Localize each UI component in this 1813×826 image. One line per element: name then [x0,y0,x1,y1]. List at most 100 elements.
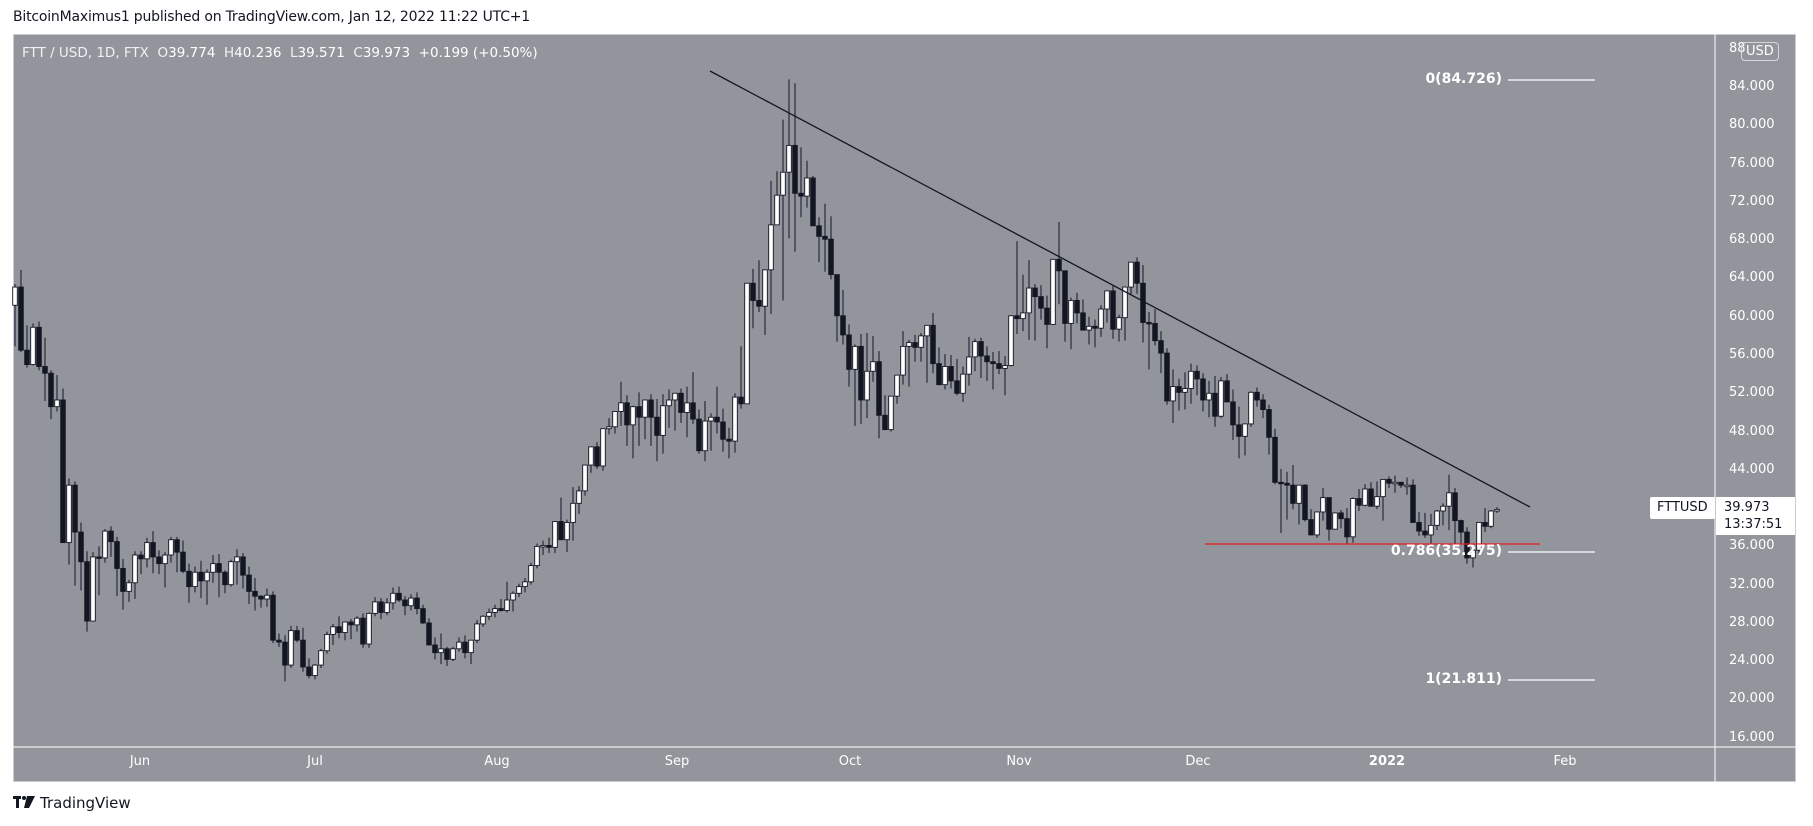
candle-up [30,326,36,366]
price-axis-tick: 32.000 [1729,576,1775,592]
price-axis-tick: 80.000 [1729,117,1775,133]
legend-high-value: 40.236 [234,45,282,61]
candle-down [444,648,450,660]
candle-up [318,650,324,666]
candle-up [780,171,786,196]
candle-up [1104,290,1110,310]
candle-down [1224,380,1230,403]
candle-up [90,556,96,622]
candle-up [468,639,474,654]
candle-down [720,421,726,440]
candle-down [654,416,660,436]
candle-up [204,571,210,582]
tradingview-logo[interactable]: TradingView [13,793,131,812]
candle-down [1356,498,1362,506]
candle-up [900,345,906,376]
candle-up [570,502,576,523]
candle-up [1050,258,1056,325]
candle-up [126,582,132,592]
candle-up [12,286,18,306]
candle-up [228,561,234,586]
candle-up [588,446,594,466]
currency-unit-badge[interactable]: USD [1741,42,1779,61]
candle-down [1416,522,1422,532]
candle-down [240,556,246,576]
candle-up [606,426,612,430]
candle-down [1194,370,1200,380]
candle-up [894,374,900,397]
candle-down [1410,484,1416,523]
candle-down [1152,322,1158,342]
price-axis-tick: 20.000 [1729,691,1775,707]
descending-trendline[interactable] [709,70,1531,508]
time-axis-tick: Feb [1553,754,1577,769]
candle-down [1236,424,1242,437]
candle-up [1128,261,1134,288]
candle-up [516,586,522,594]
bar-countdown: 13:37:51 [1724,517,1783,532]
candle-up [162,554,168,565]
time-axis-tick: Jun [129,754,151,769]
candle-down [60,399,66,544]
time-axis-tick: Dec [1185,754,1211,769]
candle-down [1134,261,1140,284]
last-price: 39.973 [1724,500,1770,515]
candle-down [696,418,702,452]
candle-up [492,608,498,613]
candle-down [1422,530,1428,536]
candle-down [936,363,942,386]
candle-down [810,177,816,227]
candle-down [378,601,384,613]
candle-up [612,411,618,428]
candle-up [708,416,714,422]
candle-up [1494,508,1500,512]
candle-up [1122,286,1128,319]
candle-up [1440,505,1446,512]
candle-up [1026,287,1032,314]
candle-up [1218,380,1224,417]
candle-up [732,396,738,442]
candle-down [834,274,840,317]
candle-down [1308,519,1314,536]
candle-down [1092,325,1098,329]
candle-down [348,621,354,626]
candle-up [1350,498,1356,538]
candle-up [1488,510,1494,527]
candle-up [102,530,108,559]
candle-down [1056,258,1062,272]
time-axis-tick: Oct [838,754,862,769]
candle-up [534,545,540,566]
candle-up [390,592,396,604]
candle-up [702,420,708,452]
chart-pane[interactable] [13,34,1796,782]
candle-down [1464,531,1470,559]
candle-down [150,542,156,558]
candle-down [432,644,438,654]
fib-level-label: 0(84.726) [1425,71,1502,87]
candle-down [108,530,114,543]
price-axis-tick: 68.000 [1729,232,1775,248]
candle-down [1338,512,1344,520]
candle-up [870,361,876,372]
candle-up [618,402,624,412]
candle-down [1260,399,1266,411]
symbol-legend: FTT / USD, 1D, FTX O39.774 H40.236 L39.5… [22,45,538,61]
candle-up [450,648,456,660]
candle-down [1254,391,1260,401]
candle-down [258,595,264,600]
candle-down [396,592,402,601]
candle-down [882,414,888,431]
candle-down [636,406,642,418]
candle-down [846,334,852,370]
candle-up [486,611,492,617]
candle-down [858,345,864,401]
candle-up [408,597,414,607]
candle-down [72,484,78,533]
candle-down [1176,386,1182,393]
candle-down [1014,315,1020,320]
candle-up [552,521,558,548]
candle-down [1272,436,1278,483]
candle-up [1332,512,1338,530]
candle-up [372,601,378,614]
